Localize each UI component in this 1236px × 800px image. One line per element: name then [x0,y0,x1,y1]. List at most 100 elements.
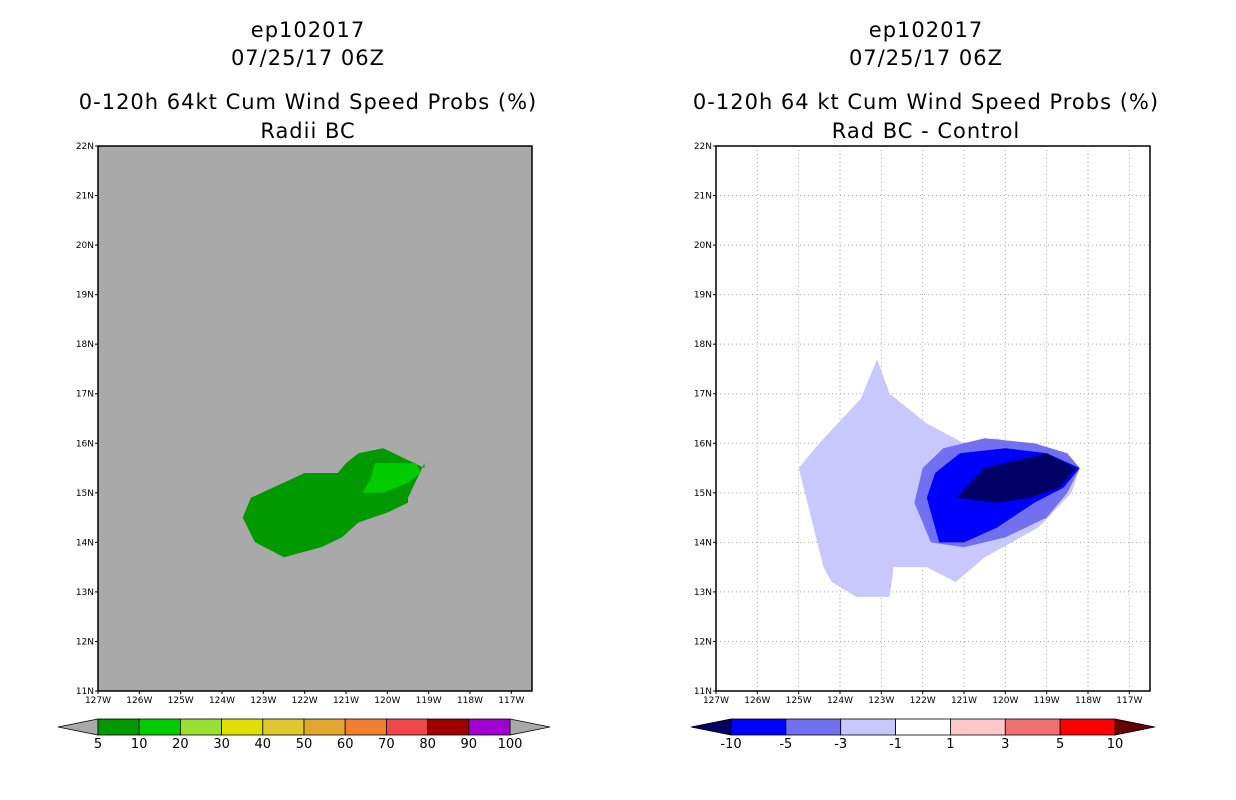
colorbar-box [179,718,222,736]
panel2-title: 0-120h 64 kt Cum Wind Speed Probs (%) [692,90,1160,114]
y-tick-label: 12N [76,637,94,647]
y-tick-label: 15N [76,489,94,499]
colorbar-extend-high [1114,718,1156,736]
colorbar-box [895,718,951,736]
y-tick-label: 16N [694,439,712,449]
y-tick-label: 22N [694,142,712,152]
y-tick-label: 19N [76,291,94,301]
x-tick-label: 127W [703,696,729,706]
y-tick-label: 14N [694,538,712,548]
colorbar-box [730,718,787,736]
x-tick-label: 118W [1075,696,1101,706]
x-tick-label: 118W [457,696,483,706]
y-tick-label: 19N [694,291,712,301]
y-tick-label: 17N [694,390,712,400]
colorbar-label: -5 [779,737,792,752]
colorbar-label: -1 [889,737,902,752]
colorbar-label: 40 [255,737,272,752]
y-tick-label: 21N [76,192,94,202]
x-tick-label: 117W [1116,696,1142,706]
colorbar-box [262,718,305,736]
x-tick-label: 122W [910,696,936,706]
colorbar-label: 1 [946,737,954,752]
colorbar-label: 90 [461,737,478,752]
plot-background [716,146,1150,691]
colorbar-label: 5 [1056,737,1064,752]
y-tick-label: 18N [694,340,712,350]
panel1-datetime: 07/25/17 06Z [230,46,386,70]
x-tick-label: 119W [1034,696,1060,706]
plot-background [98,146,532,691]
x-tick-label: 123W [868,696,894,706]
x-tick-label: 127W [85,696,111,706]
y-tick-label: 20N [76,241,94,251]
y-tick-label: 12N [694,637,712,647]
colorbar-box [785,718,842,736]
colorbar-label: 50 [296,737,313,752]
x-tick-label: 124W [209,696,235,706]
colorbar-extend-low [57,718,99,736]
x-tick-label: 125W [168,696,194,706]
x-tick-label: 120W [374,696,400,706]
colorbar-label: -3 [834,737,847,752]
panel1-storm-id: ep102017 [250,18,366,42]
colorbar-label: 10 [131,737,148,752]
x-tick-label: 126W [126,696,152,706]
colorbar-label: 70 [378,737,395,752]
x-tick-label: 121W [951,696,977,706]
y-tick-label: 20N [694,241,712,251]
colorbar-label: -10 [720,737,741,752]
x-tick-label: 123W [250,696,276,706]
plot-frame [715,145,1151,692]
y-tick-label: 11N [76,687,94,697]
x-tick-label: 117W [498,696,524,706]
colorbar-box [344,718,387,736]
x-tick-label: 121W [333,696,359,706]
y-tick-label: 21N [694,192,712,202]
x-tick-label: 125W [786,696,812,706]
y-tick-label: 22N [76,142,94,152]
panel2-subtitle: Rad BC - Control [831,119,1021,143]
colorbar-box [221,718,264,736]
colorbar-extend-low [690,718,732,736]
colorbar-box [468,718,511,736]
colorbar-box [1004,718,1061,736]
y-tick-label: 14N [76,538,94,548]
colorbar-label: 80 [419,737,436,752]
panel1-title: 0-120h 64kt Cum Wind Speed Probs (%) [78,90,538,114]
colorbar-extend-high [509,718,551,736]
y-tick-label: 15N [694,489,712,499]
colorbar-box [427,718,470,736]
contour-region-<-10 [955,453,1076,503]
plot-frame [97,145,533,692]
colorbar-box [303,718,346,736]
colorbar-label: 10 [1107,737,1124,752]
x-tick-label: 119W [416,696,442,706]
x-tick-label: 122W [292,696,318,706]
y-tick-label: 11N [694,687,712,697]
panel2-storm-id: ep102017 [868,18,984,42]
y-tick-label: 13N [76,588,94,598]
panel-2-group: 127W 126W 125W 124W 123W 122W 121W 120W 119W 118W… [690,142,1156,752]
colorbar-label: 5 [94,737,102,752]
colorbar-label: 30 [213,737,230,752]
colorbar-box [97,718,140,736]
x-tick-label: 126W [744,696,770,706]
panel1-subtitle: Radii BC [260,119,356,143]
colorbar-box [385,718,428,736]
colorbar-label: 60 [337,737,354,752]
y-tick-label: 18N [76,340,94,350]
y-tick-label: 13N [694,588,712,598]
colorbar-label: 20 [172,737,189,752]
x-tick-label: 124W [827,696,853,706]
contour-region-10-20 [362,463,421,493]
x-tick-label: 120W [992,696,1018,706]
y-tick-label: 16N [76,439,94,449]
colorbar-label: 100 [498,737,523,752]
colorbar-box [1059,718,1116,736]
y-tick-label: 17N [76,390,94,400]
colorbar-box [840,718,896,736]
colorbar-box [950,718,1006,736]
colorbar-label: 3 [1001,737,1009,752]
